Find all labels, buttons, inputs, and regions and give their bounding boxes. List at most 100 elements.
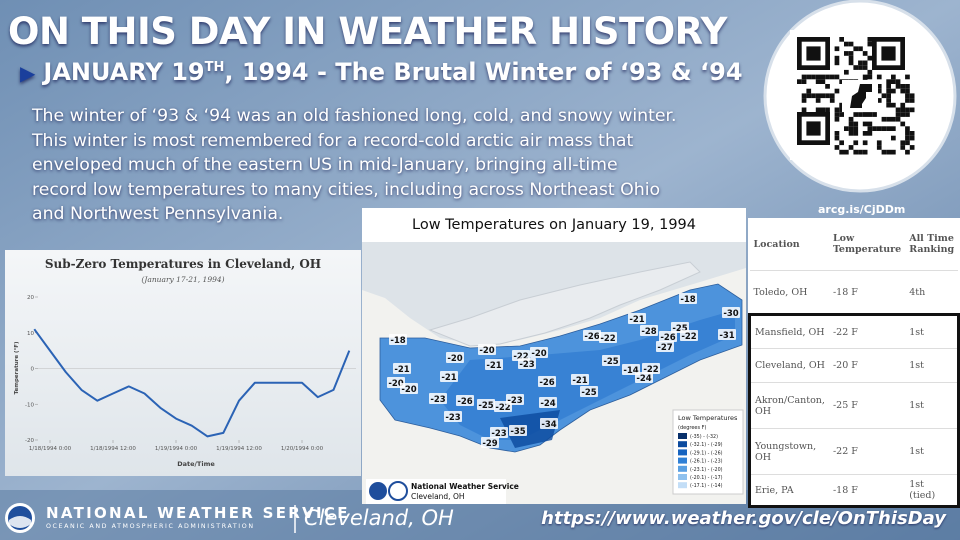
map-label-bg (446, 352, 464, 363)
map-title-bar (362, 208, 746, 242)
map-label: -22 (495, 403, 510, 413)
map-label: -21 (394, 365, 409, 375)
qr-module (862, 65, 868, 70)
qr-module (905, 84, 910, 89)
qr-module (834, 60, 840, 66)
map-label: -29 (482, 439, 497, 449)
qr-module (891, 79, 896, 84)
chart-subtitle: (January 17-21, 1994) (141, 275, 224, 284)
qr-module (867, 37, 873, 42)
qr-module (895, 107, 901, 113)
table-row: Toledo, OH -18 F 4th (749, 270, 959, 315)
qr-module (834, 131, 840, 136)
legend-label: (-17.1) - (-14) (690, 483, 723, 489)
qr-module (872, 112, 877, 117)
qr-module (886, 79, 891, 84)
y-tick-label: 0 (31, 367, 35, 373)
qr-module (876, 98, 882, 103)
qr-module (834, 88, 840, 94)
map-label: -21 (486, 361, 501, 371)
qr-module (853, 65, 859, 70)
map-label-bg (444, 411, 462, 422)
map-label-bg (642, 363, 660, 374)
qr-caption[interactable]: arcg.is/CjDDm (818, 203, 906, 216)
qr-module (815, 74, 821, 80)
legend-label: (-32.1) - (-29) (690, 442, 723, 448)
qr-module (867, 55, 873, 61)
qr-module (801, 93, 807, 99)
map-label: -25 (581, 388, 596, 398)
qr-module (886, 149, 891, 155)
map-label: -14 (623, 366, 638, 376)
qr-module (853, 126, 859, 131)
qr-module (848, 41, 854, 47)
qr-module (820, 79, 826, 84)
qr-module (815, 107, 821, 113)
qr-module (909, 98, 915, 103)
agency-name: NATIONAL WEATHER SERVICE (46, 504, 350, 522)
qr-module (891, 126, 896, 131)
qr-module (891, 116, 896, 122)
qr-module (867, 126, 873, 131)
map-label-bg (518, 358, 536, 369)
table-cell: Erie, PA (747, 474, 829, 508)
qr-module (872, 126, 877, 131)
map-credit: National Weather Service (411, 482, 519, 491)
map-label: -22 (643, 365, 658, 375)
qr-module (834, 55, 840, 61)
map-label-bg (456, 395, 474, 406)
qr-module (848, 121, 854, 127)
qr-module (839, 112, 844, 117)
qr-module (905, 126, 910, 131)
qr-module (829, 98, 835, 103)
map-label-bg (722, 307, 740, 318)
legend-label: (-35) - (-32) (690, 434, 718, 440)
table-cell: -18 F (828, 474, 906, 508)
table-cell: Mansfield, OH (747, 313, 829, 349)
qr-module (848, 55, 854, 61)
qr-module (801, 98, 807, 103)
qr-module (834, 145, 840, 150)
legend-swatch (678, 465, 687, 472)
qr-module (862, 60, 868, 66)
map-label-bg (679, 293, 697, 304)
qr-module (858, 112, 863, 117)
qr-module (909, 131, 915, 136)
qr-module (876, 140, 882, 146)
map-label-bg (599, 332, 617, 343)
y-tick-label: 20 (27, 295, 34, 301)
qr-module (834, 135, 840, 141)
map-label: -30 (723, 309, 738, 319)
map-label: -26 (660, 333, 675, 343)
qr-module (909, 93, 915, 99)
qr-module (905, 98, 910, 103)
qr-module (862, 140, 868, 146)
qr-module (844, 126, 849, 131)
y-tick-label: -10 (25, 402, 34, 408)
map-title: Low Temperatures on January 19, 1994 (412, 217, 696, 233)
nws-logo-small (388, 481, 408, 501)
table-row: Akron/Canton, OH -25 F 1st (747, 382, 960, 429)
qr-module (886, 88, 891, 94)
table-cell: 4th (905, 270, 959, 315)
map-label: -21 (572, 376, 587, 386)
qr-module (905, 88, 910, 94)
qr-module (905, 112, 910, 117)
qr-module (900, 102, 906, 108)
map-label-bg (481, 437, 499, 448)
qr-module (895, 79, 901, 84)
table-cell: 1st (tied) (905, 474, 960, 508)
x-tick-label: 1/18/1994 12:00 (90, 446, 136, 452)
table-cell: -22 F (828, 428, 906, 475)
qr-module (867, 131, 873, 136)
qr-module (881, 149, 887, 155)
map-label: -20 (479, 346, 494, 356)
legend-swatch (678, 433, 687, 439)
qr-module (844, 149, 849, 155)
url[interactable]: https://www.weather.gov/cle/OnThisDay (541, 508, 946, 529)
qr-module (839, 79, 844, 84)
subtitle-ordinal: TH (204, 60, 225, 75)
qr-module (858, 46, 863, 52)
table-cell: Toledo, OH (749, 270, 829, 315)
map-label: -22 (513, 352, 528, 362)
